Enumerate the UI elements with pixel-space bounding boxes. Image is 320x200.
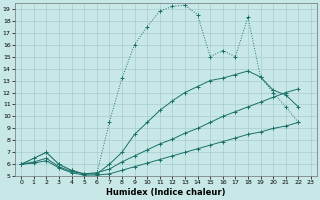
X-axis label: Humidex (Indice chaleur): Humidex (Indice chaleur)	[106, 188, 226, 197]
